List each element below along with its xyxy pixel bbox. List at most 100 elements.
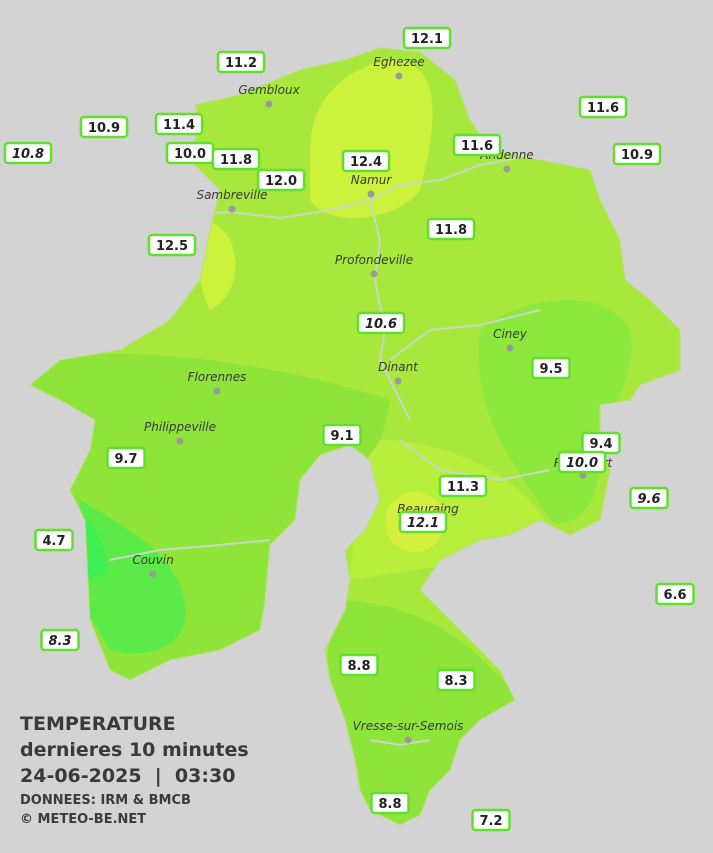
station-value: 9.4 — [589, 437, 612, 452]
station-box — [438, 474, 488, 498]
station-box — [322, 423, 362, 447]
station-value: 12.0 — [265, 174, 297, 189]
station: 7.2 — [471, 808, 511, 832]
station: 11.4 — [154, 112, 204, 136]
stations: 12.1 11.2 11.6 10.9 11.4 10.8 10.0 11.8 12.4 11.6… — [3, 26, 695, 832]
station-value: 12.5 — [156, 239, 188, 254]
station: 8.8 — [370, 791, 410, 815]
station: 12.4 — [341, 149, 391, 173]
town-label: Philippeville — [144, 420, 216, 434]
station-value: 9.7 — [114, 452, 137, 467]
station-value: 10.9 — [88, 121, 120, 136]
station: 10.9 — [79, 115, 129, 139]
station-box — [256, 168, 306, 192]
town-label: Namur — [351, 173, 393, 187]
station-value: 7.2 — [479, 814, 502, 829]
station-box — [216, 50, 266, 74]
station-value: 6.6 — [663, 588, 686, 603]
station: 9.6 — [629, 486, 669, 510]
station-value: 11.4 — [163, 118, 195, 133]
title: TEMPERATURE — [20, 713, 176, 735]
station-box — [578, 95, 628, 119]
station-box — [398, 510, 448, 534]
station: 10.0 — [165, 141, 215, 165]
station-value: 9.1 — [330, 429, 353, 444]
station-value: 11.8 — [220, 153, 252, 168]
station: 9.1 — [322, 423, 362, 447]
station-box — [34, 528, 74, 552]
station-box — [402, 26, 452, 50]
station-box — [106, 446, 146, 470]
town-label: Eghezee — [373, 55, 424, 69]
station-box — [356, 311, 406, 335]
station-box — [655, 582, 695, 606]
town-label: Sambreville — [196, 188, 267, 202]
town-label: Couvin — [132, 553, 173, 567]
station: 10.8 — [3, 141, 53, 165]
town-dot — [506, 344, 514, 352]
station: 12.5 — [147, 233, 197, 257]
town-label: Profondeville — [335, 253, 413, 267]
town-dot — [404, 736, 412, 744]
station-box — [452, 133, 502, 157]
station: 12.1 — [398, 510, 448, 534]
station-value: 9.5 — [539, 362, 562, 377]
station: 4.7 — [34, 528, 74, 552]
station: 11.3 — [438, 474, 488, 498]
station-value: 11.6 — [461, 139, 493, 154]
station-box — [339, 653, 379, 677]
station-value: 10.0 — [174, 147, 206, 162]
station-value: 12.4 — [350, 155, 382, 170]
station: 12.1 — [402, 26, 452, 50]
town-label: Vresse-sur-Semois — [353, 719, 464, 733]
station-box — [211, 147, 261, 171]
station-box — [147, 233, 197, 257]
station: 6.6 — [655, 582, 695, 606]
station: 11.8 — [211, 147, 261, 171]
station: 9.7 — [106, 446, 146, 470]
town-label: Ciney — [493, 327, 528, 341]
timestamp: 24-06-2025 | 03:30 — [20, 765, 235, 787]
station-value: 8.3 — [444, 674, 467, 689]
station: 10.0 — [557, 450, 607, 474]
station-value: 10.6 — [365, 317, 397, 332]
station-box — [3, 141, 53, 165]
station-value: 8.3 — [48, 634, 71, 649]
station: 10.6 — [356, 311, 406, 335]
station-value: 11.2 — [225, 56, 257, 71]
town-dot — [394, 377, 402, 385]
station-value: 10.9 — [621, 148, 653, 163]
station: 12.0 — [256, 168, 306, 192]
station-box — [436, 668, 476, 692]
station-box — [40, 628, 80, 652]
station-value: 8.8 — [378, 797, 401, 812]
station-value: 10.8 — [12, 147, 44, 162]
source: DONNEES: IRM & BMCB — [20, 793, 191, 808]
station: 11.6 — [452, 133, 502, 157]
station-value: 12.1 — [411, 32, 443, 47]
station-value: 4.7 — [42, 534, 65, 549]
station-value: 11.6 — [587, 101, 619, 116]
station-value: 9.6 — [637, 492, 660, 507]
station: 11.8 — [426, 217, 476, 241]
town-dot — [395, 72, 403, 80]
station: 11.2 — [216, 50, 266, 74]
subtitle: dernieres 10 minutes — [20, 739, 249, 761]
station: 9.4 — [581, 431, 621, 455]
town-label: Dinant — [378, 360, 419, 374]
town-dot — [265, 100, 273, 108]
station-box — [471, 808, 511, 832]
town-dot — [228, 205, 236, 213]
station-value: 12.1 — [407, 516, 439, 531]
station-value: 10.0 — [566, 456, 598, 471]
station: 9.5 — [531, 356, 571, 380]
station-box — [426, 217, 476, 241]
station-value: 11.8 — [435, 223, 467, 238]
town-dot — [370, 270, 378, 278]
town-dot — [176, 437, 184, 445]
station: 10.9 — [612, 142, 662, 166]
station-box — [531, 356, 571, 380]
station-box — [557, 450, 607, 474]
station-box — [370, 791, 410, 815]
